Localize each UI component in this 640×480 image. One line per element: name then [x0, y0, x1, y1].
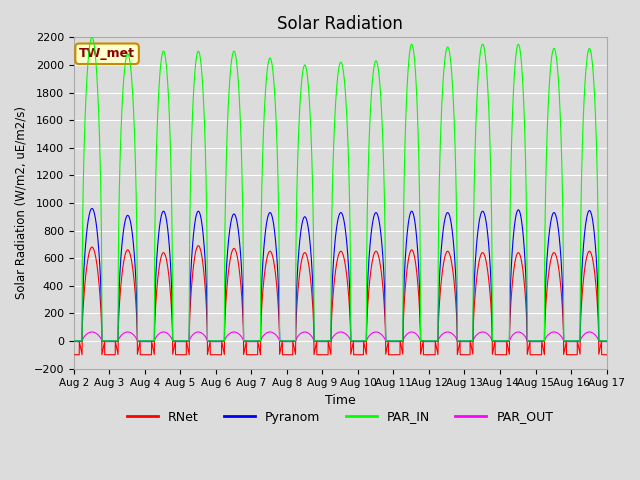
X-axis label: Time: Time: [324, 394, 356, 407]
Legend: RNet, Pyranom, PAR_IN, PAR_OUT: RNet, Pyranom, PAR_IN, PAR_OUT: [122, 406, 558, 429]
Text: TW_met: TW_met: [79, 47, 135, 60]
Y-axis label: Solar Radiation (W/m2, uE/m2/s): Solar Radiation (W/m2, uE/m2/s): [15, 107, 28, 300]
Title: Solar Radiation: Solar Radiation: [277, 15, 403, 33]
